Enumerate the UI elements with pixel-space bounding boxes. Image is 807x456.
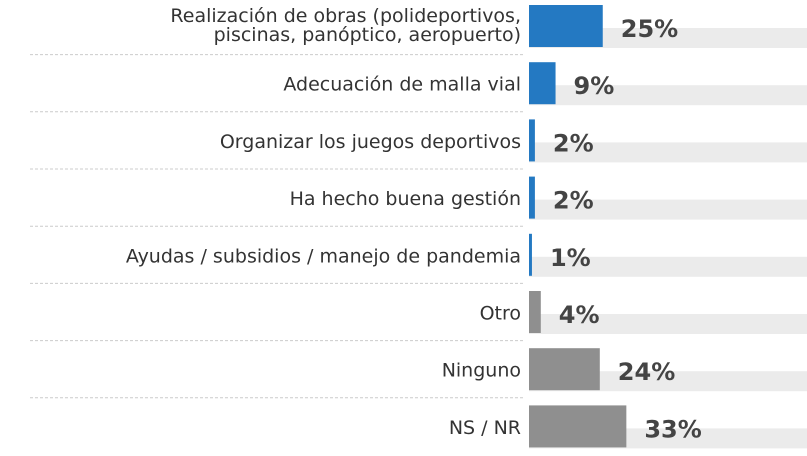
value-label: 1% [550,244,591,272]
category-label: Organizar los juegos deportivos [220,131,521,153]
track [529,142,807,163]
category-label: NS / NR [449,417,521,439]
value-label: 2% [553,187,594,215]
category-label: Realización de obras (polideportivos, pis… [170,5,521,46]
category-label: Adecuación de malla vial [283,74,521,96]
track [529,256,807,277]
bar [529,176,535,219]
category-label: Otro [480,303,521,325]
bar [529,348,600,391]
bar [529,233,532,276]
value-label: 24% [618,358,675,386]
value-label: 33% [644,415,701,443]
value-label: 25% [621,15,678,43]
value-label: 9% [574,72,615,100]
bar [529,291,541,333]
track [529,314,807,334]
category-line: piscinas, panóptico, aeropuerto) [214,24,521,46]
value-label: 4% [559,301,600,329]
bar [529,119,535,162]
value-label: 2% [553,129,594,157]
category-label: Ha hecho buena gestión [290,188,521,210]
category-line: Realización de obras (polideportivos, [170,5,521,27]
track [529,199,807,220]
track [529,85,807,106]
bar [529,5,603,47]
bar [529,62,556,105]
category-label: Ayudas / subsidios / manejo de pandemia [126,245,521,267]
category-label: Ninguno [442,360,521,382]
bar [529,405,627,448]
